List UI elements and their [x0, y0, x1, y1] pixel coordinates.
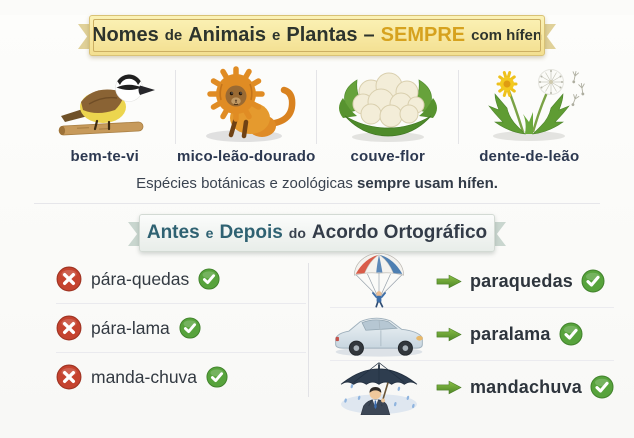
- before-word: pára-quedas: [91, 268, 190, 289]
- example-label: couve-flor: [350, 148, 425, 165]
- check-circle-icon: [581, 269, 605, 293]
- before-word: manda-chuva: [91, 366, 198, 387]
- section-divider: [34, 203, 600, 204]
- title-word: Plantas: [286, 24, 358, 46]
- after-word: paraquedas: [469, 270, 573, 291]
- great-kiskadee-bird-illustration: [58, 74, 155, 136]
- after-column: paraquedas para: [306, 253, 614, 415]
- check-circle-icon: [198, 268, 220, 290]
- example-item-dente-de-leao: dente-de-leão: [459, 64, 601, 165]
- title-dash: –: [363, 24, 375, 46]
- before-row: pára-quedas: [56, 255, 306, 304]
- example-label: bem-te-vi: [70, 148, 139, 165]
- example-label: dente-de-leão: [479, 148, 580, 165]
- after-row: paralama: [329, 308, 614, 361]
- example-item-couve-flor: couve-flor: [317, 64, 459, 165]
- title-highlight: SEMPRE: [380, 24, 466, 46]
- comparison-section: pára-quedas pára-lama manda-chuva: [20, 253, 614, 415]
- caption-regular: Espécies botánicas e zoológicas: [136, 175, 353, 192]
- car-illustration: [335, 317, 423, 357]
- title-banner-band: Nomes de Animais e Plantas – SEMPRE com …: [89, 15, 545, 56]
- cross-circle-icon: [56, 315, 82, 341]
- before-column: pára-quedas pára-lama manda-chuva: [20, 255, 306, 413]
- check-circle-icon: [179, 317, 201, 339]
- after-word: mandachuva: [469, 376, 582, 397]
- column-divider: [308, 263, 309, 397]
- parachute-illustration: [354, 253, 404, 308]
- title-word: Animais: [188, 24, 267, 46]
- example-label: mico-leão-dourado: [177, 148, 316, 165]
- cross-circle-icon: [56, 364, 82, 390]
- golden-lion-tamarin-illustration: [206, 66, 296, 142]
- check-circle-icon: [206, 366, 228, 388]
- title-banner: Nomes de Animais e Plantas – SEMPRE com …: [78, 15, 556, 56]
- cauliflower-illustration: [338, 72, 437, 142]
- before-row: pára-lama: [56, 304, 306, 353]
- example-item-mico-leao-dourado: mico-leão-dourado: [176, 64, 318, 165]
- man-with-umbrella-illustration: [340, 362, 418, 415]
- cross-circle-icon: [56, 266, 82, 292]
- acordo-word: Acordo Ortográfico: [311, 222, 488, 243]
- check-circle-icon: [590, 375, 614, 399]
- arrow-right-icon: [436, 327, 462, 342]
- caption-bold: sempre usam hífen.: [357, 175, 498, 192]
- title-word: com hífen: [471, 27, 542, 44]
- acordo-banner: Antes e Depois do Acordo Ortográfico: [128, 214, 506, 252]
- dandelion-illustration: [488, 69, 586, 141]
- example-items-row: bem-te-vi: [34, 64, 600, 165]
- after-row: mandachuva: [330, 361, 614, 415]
- acordo-banner-band: Antes e Depois do Acordo Ortográfico: [139, 214, 495, 252]
- acordo-word: e: [205, 225, 214, 241]
- acordo-word: do: [288, 225, 306, 241]
- after-word: paralama: [469, 323, 551, 344]
- arrow-right-icon: [436, 274, 462, 289]
- title-word: Nomes: [92, 24, 159, 46]
- example-item-bem-te-vi: bem-te-vi: [34, 64, 176, 165]
- before-word: pára-lama: [91, 317, 170, 338]
- hyphen-rules-infographic: Nomes de Animais e Plantas – SEMPRE com …: [0, 15, 634, 438]
- arrow-right-icon: [436, 380, 462, 395]
- acordo-word: Depois: [219, 222, 283, 243]
- acordo-word: Antes: [146, 222, 200, 243]
- title-word: e: [272, 27, 281, 44]
- title-word: de: [164, 27, 183, 44]
- examples-caption: Espécies botánicas e zoológicas sempre u…: [0, 175, 634, 192]
- after-row: paraquedas: [329, 253, 614, 308]
- check-circle-icon: [559, 322, 583, 346]
- before-row: manda-chuva: [56, 353, 306, 401]
